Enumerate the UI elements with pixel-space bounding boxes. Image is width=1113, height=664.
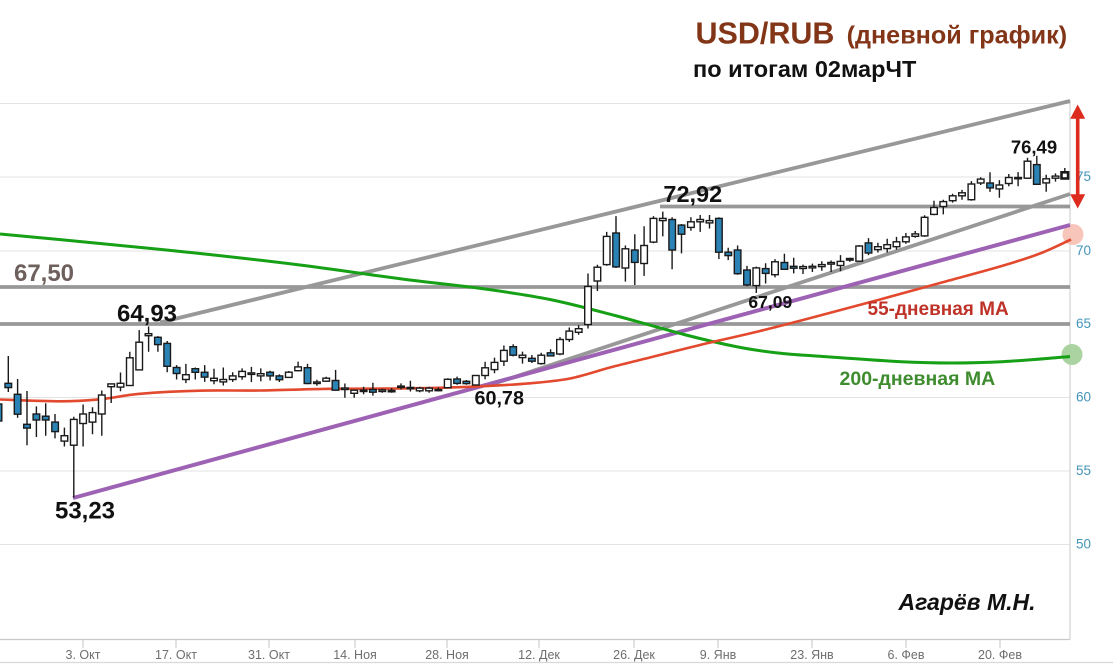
svg-text:60: 60: [1076, 390, 1091, 405]
svg-text:70: 70: [1076, 243, 1091, 258]
svg-text:14. Ноя: 14. Ноя: [333, 648, 377, 662]
svg-text:9. Янв: 9. Янв: [700, 648, 737, 662]
svg-text:6. Фев: 6. Фев: [888, 648, 925, 662]
svg-text:67,09: 67,09: [748, 292, 792, 312]
svg-text:12. Дек: 12. Дек: [518, 648, 560, 662]
svg-text:55-дневная МА: 55-дневная МА: [868, 299, 1009, 320]
svg-text:(дневной график): (дневной график): [847, 22, 1068, 50]
svg-text:26. Дек: 26. Дек: [613, 648, 655, 662]
svg-text:по итогам 02марЧТ: по итогам 02марЧТ: [693, 56, 917, 82]
svg-text:55: 55: [1076, 463, 1091, 478]
svg-text:23. Янв: 23. Янв: [790, 648, 834, 662]
svg-text:75: 75: [1076, 169, 1091, 184]
svg-text:3. Окт: 3. Окт: [66, 648, 101, 662]
svg-text:200-дневная МА: 200-дневная МА: [840, 368, 996, 390]
svg-text:17. Окт: 17. Окт: [155, 648, 197, 662]
svg-text:65: 65: [1076, 316, 1091, 331]
svg-text:53,23: 53,23: [55, 498, 115, 525]
svg-text:67,50: 67,50: [14, 260, 74, 287]
svg-text:64,93: 64,93: [117, 301, 177, 328]
svg-text:20. Фев: 20. Фев: [978, 648, 1022, 662]
svg-text:31. Окт: 31. Окт: [248, 648, 290, 662]
svg-text:76,49: 76,49: [1011, 136, 1057, 157]
svg-text:72,92: 72,92: [663, 181, 722, 207]
svg-text:Агарёв М.Н.: Агарёв М.Н.: [897, 589, 1035, 615]
svg-text:50: 50: [1076, 537, 1091, 552]
svg-text:USD/RUB: USD/RUB: [696, 17, 835, 51]
svg-text:60,78: 60,78: [474, 388, 524, 410]
svg-text:28. Ноя: 28. Ноя: [425, 648, 469, 662]
